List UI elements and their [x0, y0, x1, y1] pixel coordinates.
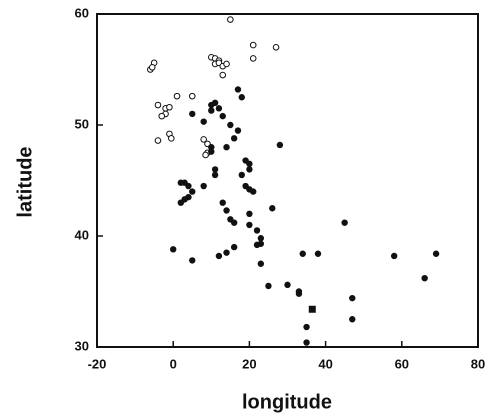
point [208, 101, 215, 109]
point [257, 235, 265, 242]
point [173, 92, 181, 100]
point [208, 148, 215, 155]
point [158, 112, 166, 120]
point [154, 101, 162, 109]
point [215, 252, 223, 260]
point [249, 55, 257, 62]
point [189, 257, 196, 264]
point [269, 205, 276, 212]
point [234, 86, 242, 93]
point [265, 282, 272, 290]
x-tick-label: -20 [88, 356, 107, 371]
point [230, 243, 238, 251]
point [238, 171, 245, 179]
point [246, 221, 253, 229]
point [421, 274, 428, 282]
x-tick-label: 20 [242, 356, 256, 371]
point [295, 290, 303, 297]
x-tick-label: 60 [395, 356, 409, 371]
point [246, 166, 253, 173]
point [166, 103, 173, 111]
point [227, 16, 234, 23]
point [253, 241, 261, 249]
point [272, 44, 280, 51]
point [148, 63, 156, 71]
point [200, 118, 207, 125]
point [208, 144, 215, 151]
plot-frame [96, 13, 479, 348]
point [242, 157, 249, 164]
point [230, 219, 238, 226]
point [257, 260, 265, 267]
point [234, 127, 242, 134]
point [189, 110, 196, 118]
point [276, 141, 284, 149]
y-tick-label: 30 [75, 338, 89, 353]
point [230, 135, 238, 142]
point [211, 171, 219, 179]
point [238, 94, 245, 101]
point [308, 305, 316, 313]
point [303, 339, 310, 346]
point [200, 182, 207, 190]
point [227, 121, 234, 129]
point [188, 92, 196, 100]
point [314, 250, 322, 257]
point [432, 250, 440, 257]
point [202, 151, 209, 159]
point [154, 137, 162, 144]
point [200, 136, 207, 143]
point [167, 135, 175, 142]
y-tick-label: 50 [75, 116, 89, 131]
point [223, 60, 230, 68]
point [246, 210, 253, 217]
x-axis-label: longitude [242, 391, 332, 413]
point [215, 105, 223, 112]
x-tick-label: 80 [471, 356, 485, 371]
x-tick-label: 40 [318, 356, 332, 371]
point [284, 281, 291, 289]
point [253, 227, 261, 234]
y-tick-label: 40 [75, 227, 89, 242]
point [223, 207, 230, 214]
point [341, 219, 348, 226]
point [177, 199, 185, 206]
point [249, 41, 257, 49]
point [390, 252, 398, 260]
x-tick-label: 0 [170, 356, 177, 371]
point [185, 182, 192, 190]
y-axis-label: latitude [14, 146, 36, 217]
point [219, 199, 226, 206]
point [223, 144, 230, 151]
point [349, 294, 356, 302]
point [189, 188, 196, 195]
y-tick-label: 60 [75, 5, 89, 20]
point [211, 166, 219, 173]
point [170, 246, 177, 253]
point [219, 71, 227, 79]
point [349, 316, 356, 323]
point [303, 323, 310, 331]
point [219, 112, 226, 120]
point [223, 249, 230, 256]
point [208, 107, 215, 114]
point [299, 250, 306, 257]
point [250, 188, 257, 195]
